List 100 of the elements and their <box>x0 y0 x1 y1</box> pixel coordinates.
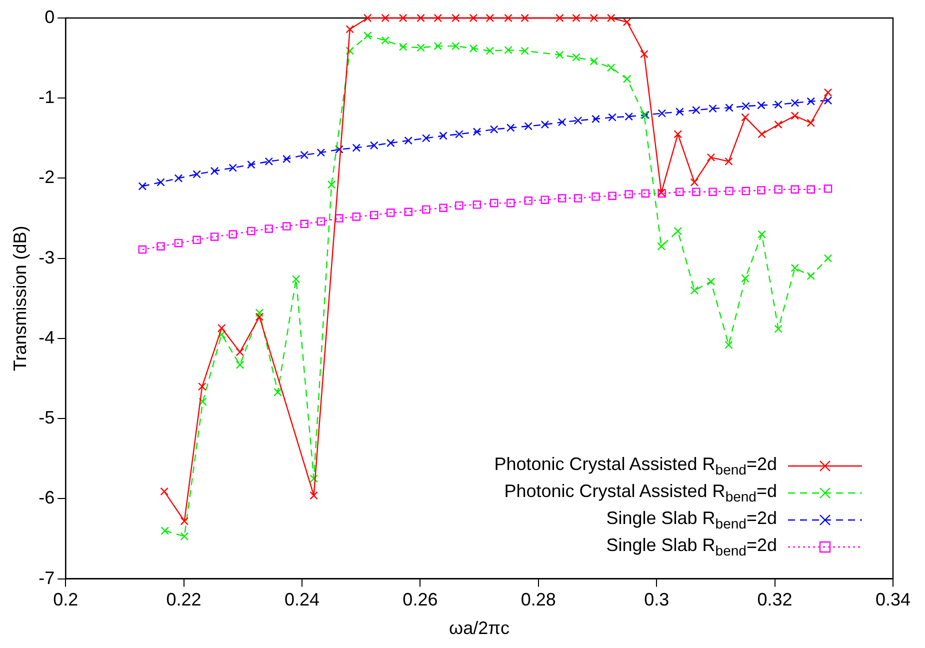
legend-label: Single Slab R$_{bend}$=2d <box>606 508 777 532</box>
point <box>300 220 309 228</box>
point <box>676 108 684 116</box>
point <box>416 14 425 22</box>
point <box>725 186 734 196</box>
point <box>486 46 494 55</box>
point <box>574 116 582 125</box>
point <box>398 14 408 22</box>
point <box>724 340 733 349</box>
point <box>422 134 430 142</box>
legend-label: Photonic Crystal Assisted R$_{bend}$=d <box>504 480 777 504</box>
point <box>774 185 782 194</box>
point <box>624 112 633 121</box>
point <box>300 150 309 160</box>
point <box>758 230 766 238</box>
point <box>180 532 189 540</box>
point <box>592 192 600 201</box>
x-tick-label: 0.24 <box>284 590 320 610</box>
point <box>138 182 147 190</box>
point <box>674 130 682 138</box>
point <box>386 138 395 148</box>
y-tick-label: -2 <box>38 167 55 188</box>
point <box>572 14 580 22</box>
point <box>504 14 512 22</box>
point <box>404 208 413 216</box>
point <box>540 120 550 129</box>
point <box>790 264 800 272</box>
y-axis-title: Transmission (dB) <box>10 226 30 372</box>
point <box>724 157 733 166</box>
point <box>524 196 532 205</box>
point <box>247 160 256 169</box>
point <box>228 164 237 172</box>
point <box>490 125 498 134</box>
point <box>310 491 318 500</box>
point <box>540 196 550 204</box>
point <box>370 141 378 150</box>
point <box>506 198 515 208</box>
y-tick-label: -5 <box>38 408 55 428</box>
point <box>346 46 354 55</box>
point <box>520 14 529 22</box>
point <box>674 226 682 236</box>
point <box>174 238 183 248</box>
y-tick-label: 0 <box>44 6 55 27</box>
point <box>790 185 800 194</box>
point <box>506 124 515 132</box>
point <box>725 104 734 112</box>
point <box>455 201 464 210</box>
point <box>210 166 219 176</box>
legend-label: Single Slab R$_{bend}$=2d <box>606 534 777 558</box>
point <box>806 118 815 128</box>
point <box>692 106 700 114</box>
x-tick-label: 0.34 <box>875 590 911 610</box>
point <box>741 274 750 283</box>
point <box>690 286 699 295</box>
point <box>520 46 529 55</box>
point <box>806 97 815 106</box>
point <box>156 242 165 250</box>
point <box>824 96 832 105</box>
point <box>641 189 650 198</box>
point <box>558 118 566 126</box>
point <box>386 208 395 217</box>
x-tick-label: 0.32 <box>757 590 792 610</box>
point <box>469 44 478 53</box>
point <box>274 388 282 396</box>
point <box>708 188 717 196</box>
point <box>490 198 498 208</box>
point <box>574 194 582 202</box>
x-tick-label: 0.22 <box>166 590 202 610</box>
point <box>706 277 716 286</box>
point <box>706 153 716 162</box>
point <box>452 42 460 50</box>
point <box>160 487 168 496</box>
point <box>608 113 616 122</box>
point <box>690 178 699 186</box>
point <box>708 104 717 113</box>
point <box>606 14 616 22</box>
point <box>160 526 170 535</box>
point <box>757 101 766 110</box>
point <box>422 205 430 214</box>
point <box>352 212 361 221</box>
point <box>824 254 832 262</box>
point <box>806 272 815 280</box>
point <box>335 145 344 154</box>
point <box>790 98 800 108</box>
point <box>590 14 598 22</box>
point <box>692 188 700 196</box>
point <box>640 50 648 58</box>
x-tick-label: 0.2 <box>53 590 78 610</box>
point <box>741 113 750 122</box>
point <box>742 102 750 110</box>
y-tick-label: -4 <box>38 327 55 348</box>
point <box>192 236 201 244</box>
point <box>310 474 318 483</box>
point <box>590 57 598 66</box>
point <box>472 200 482 209</box>
point <box>657 242 666 250</box>
point <box>255 312 264 321</box>
point <box>398 42 408 51</box>
point <box>138 245 147 254</box>
x-tick-label: 0.3 <box>644 590 670 610</box>
